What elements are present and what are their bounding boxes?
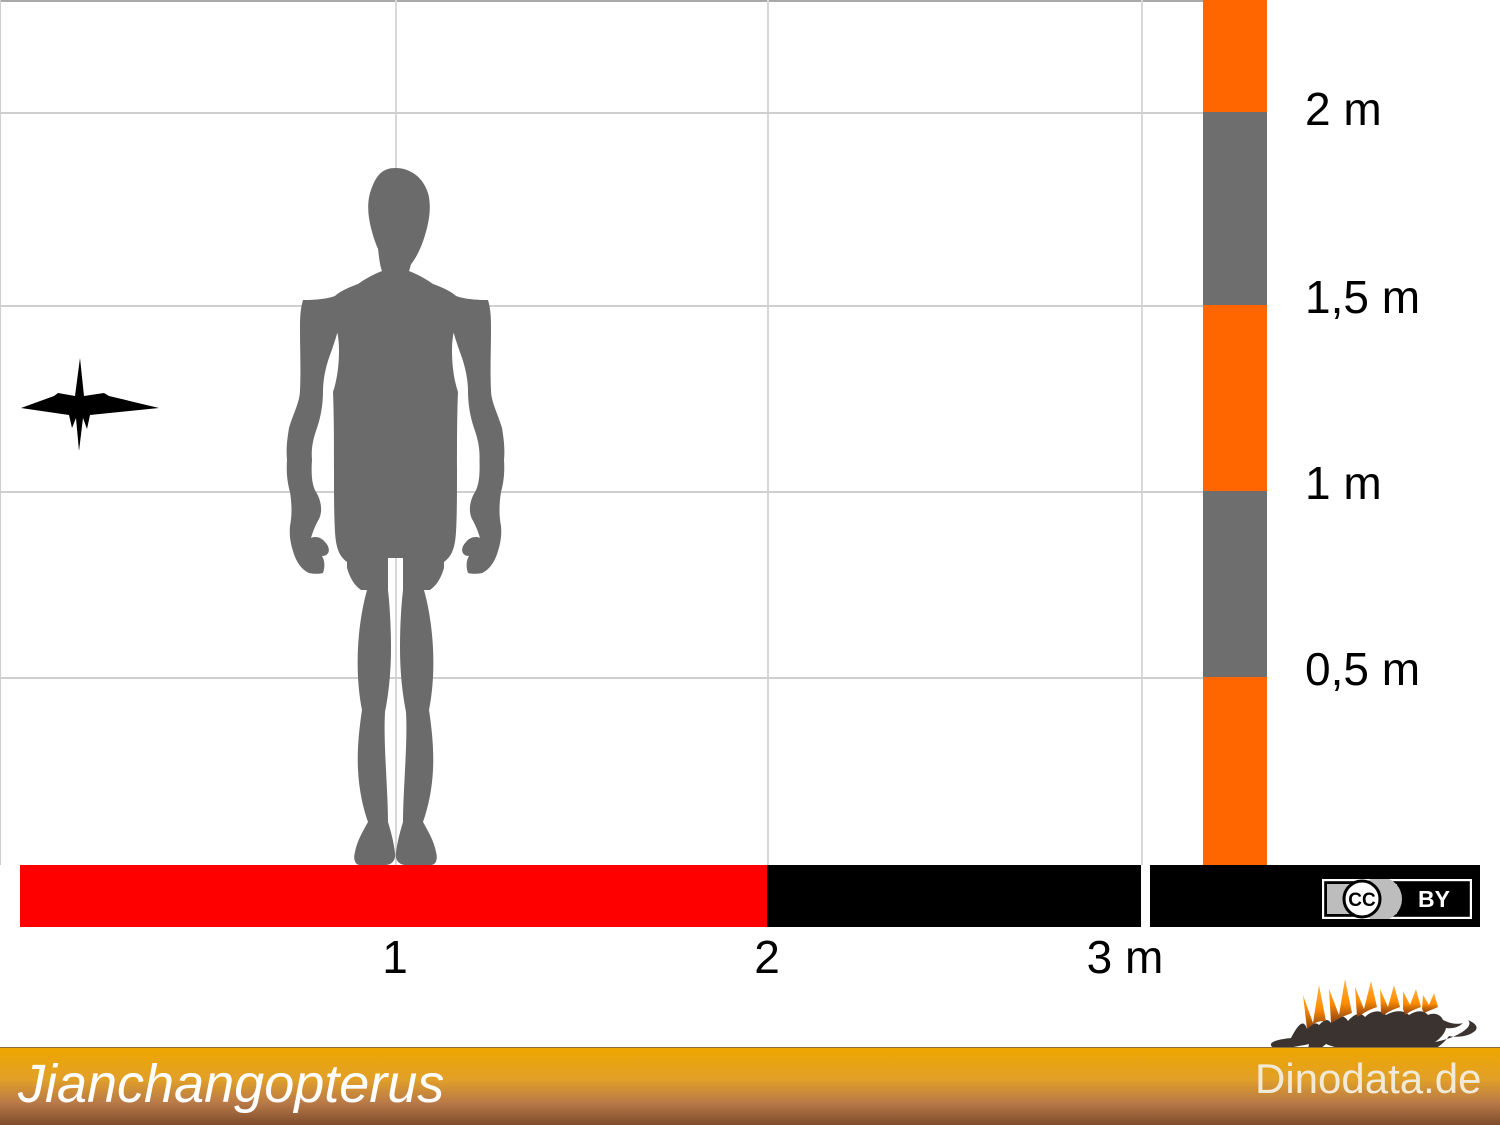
svg-text:BY: BY	[1418, 886, 1450, 912]
svg-text:CC: CC	[1348, 890, 1376, 911]
